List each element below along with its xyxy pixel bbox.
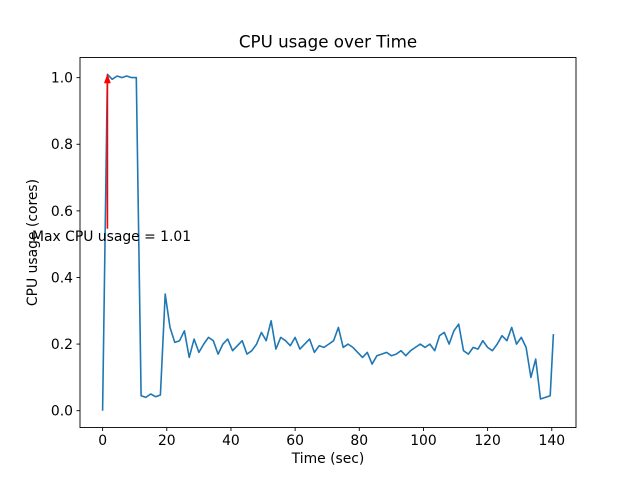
- y-tick-label: 1.0: [51, 71, 73, 87]
- x-tick-label: 40: [222, 433, 240, 449]
- annotation-arrow-head: [104, 73, 111, 84]
- y-axis-label: CPU usage (cores): [25, 179, 41, 306]
- x-tick-label: 140: [539, 433, 566, 449]
- x-tick-label: 0: [98, 433, 107, 449]
- axes-border: [79, 57, 577, 428]
- annotation-text: Max CPU usage = 1.01: [32, 229, 191, 245]
- y-tick-label: 0.4: [51, 270, 73, 286]
- x-axis-ticks: 0 20 40 60 80 100 120 140: [98, 427, 566, 449]
- y-tick-label: 0.8: [51, 137, 73, 153]
- cpu-usage-line: [101, 73, 555, 411]
- x-tick-label: 80: [350, 433, 368, 449]
- y-tick-label: 0.6: [51, 204, 73, 220]
- chart-title: CPU usage over Time: [239, 32, 417, 52]
- x-tick-label: 100: [410, 433, 437, 449]
- x-tick-label: 20: [158, 433, 176, 449]
- y-tick-label: 0.2: [51, 337, 73, 353]
- axes-background: [80, 57, 576, 428]
- y-tick-label: 0.0: [51, 404, 73, 420]
- x-axis-label: Time (sec): [291, 451, 365, 467]
- y-axis-ticks: 0.0 0.2 0.4 0.6 0.8 1.0: [51, 71, 80, 420]
- x-tick-label: 120: [474, 433, 501, 449]
- x-tick-label: 60: [286, 433, 304, 449]
